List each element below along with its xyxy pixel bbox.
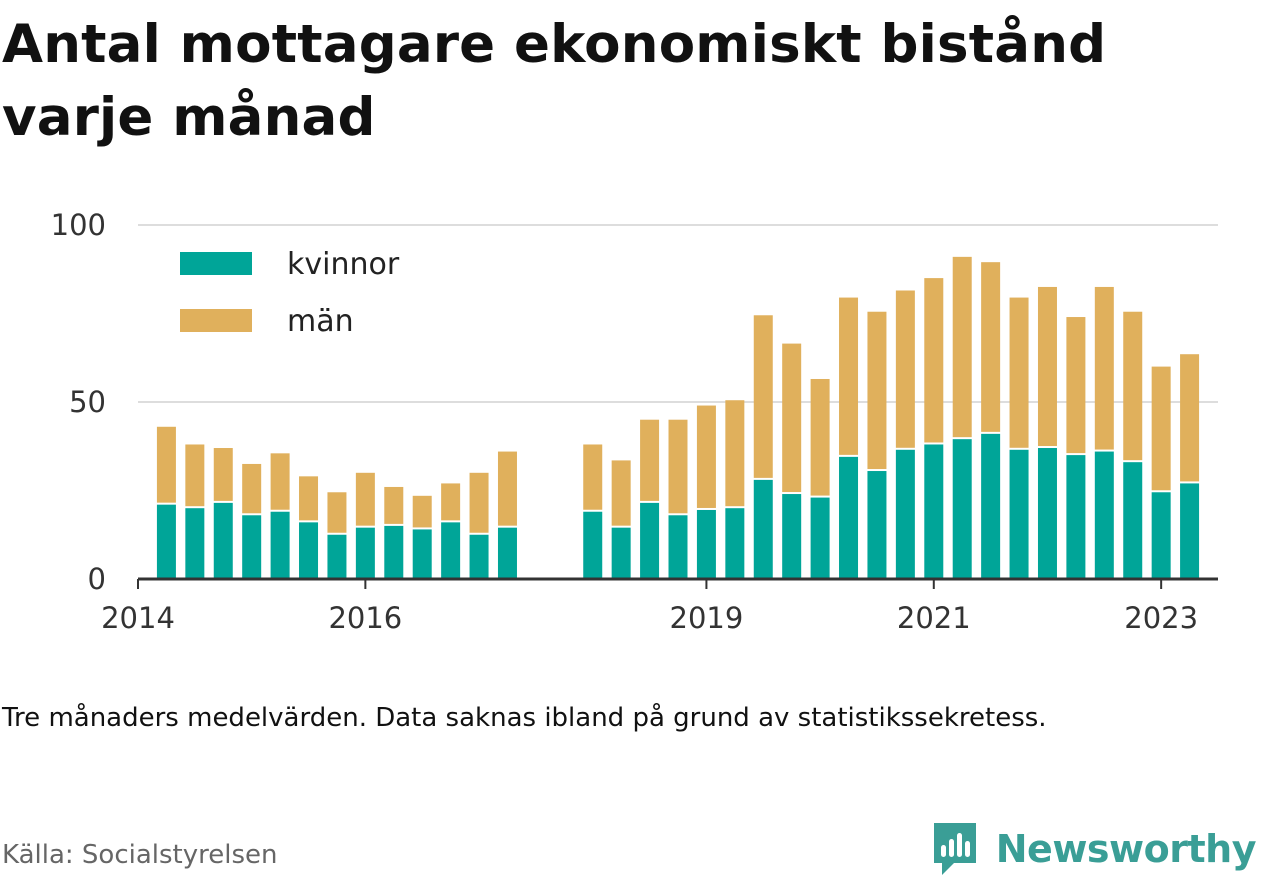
bar-man: [185, 444, 205, 507]
bar-kvinnor: [270, 511, 290, 579]
bar-kvinnor: [895, 449, 915, 579]
bar-man: [1123, 311, 1143, 461]
x-tick-label: 2021: [897, 601, 971, 635]
bar-man: [469, 472, 489, 533]
bar-man: [924, 278, 944, 443]
stacked-bar-chart: 0 50 100 2014 2016 2019 2021 2023 kvinnor män: [51, 208, 1218, 635]
bar-kvinnor: [1123, 462, 1143, 579]
bar-kvinnor: [384, 525, 404, 579]
bar-kvinnor: [1180, 483, 1200, 579]
x-tick-label: 2023: [1124, 601, 1198, 635]
bar-kvinnor: [1151, 492, 1171, 579]
brand: Newsworthy: [930, 818, 1257, 880]
bar-kvinnor: [981, 433, 1001, 579]
y-tick-label: 0: [88, 562, 106, 596]
chart-note: Tre månaders medelvärden. Data saknas ib…: [2, 703, 1047, 733]
bar-kvinnor: [1009, 449, 1029, 579]
bar-kvinnor: [753, 479, 773, 579]
bar-man: [1094, 286, 1114, 450]
bar-man: [270, 453, 290, 510]
bar-kvinnor: [213, 502, 233, 579]
bar-kvinnor: [725, 508, 745, 579]
bar-kvinnor: [299, 522, 319, 579]
bar-kvinnor: [1037, 448, 1057, 579]
bar-man: [213, 448, 233, 501]
bar-man: [1066, 317, 1086, 454]
axes: 0 50 100 2014 2016 2019 2021 2023: [51, 208, 1218, 635]
bar-kvinnor: [355, 527, 375, 579]
chart-title: Antal mottagare ekonomiskt bistånd varje…: [2, 14, 1107, 148]
bar-man: [810, 378, 830, 496]
x-tick-label: 2016: [328, 601, 402, 635]
bar-man: [895, 290, 915, 448]
bar-kvinnor: [839, 456, 859, 579]
bar-kvinnor: [696, 509, 716, 579]
bar-man: [242, 463, 262, 514]
bar-kvinnor: [242, 515, 262, 579]
bar-kvinnor: [668, 515, 688, 579]
bar-man: [981, 262, 1001, 432]
bar-kvinnor: [1094, 451, 1114, 579]
bar-kvinnor: [469, 534, 489, 579]
bar-kvinnor: [1066, 455, 1086, 579]
bar-man: [668, 419, 688, 514]
bar-kvinnor: [952, 439, 972, 579]
bar-kvinnor: [810, 497, 830, 579]
brand-name: Newsworthy: [995, 827, 1257, 871]
bar-man: [497, 451, 517, 526]
legend-swatch-kvinnor: [180, 252, 252, 275]
bars: [156, 256, 1200, 579]
legend-label: kvinnor: [287, 247, 400, 282]
bar-man: [355, 472, 375, 526]
bar-man: [412, 495, 432, 528]
bar-man: [753, 315, 773, 478]
bar-man: [441, 483, 461, 521]
bar-kvinnor: [924, 444, 944, 579]
x-tick-label: 2014: [101, 601, 175, 635]
bar-kvinnor: [782, 494, 802, 579]
legend-label: män: [287, 304, 354, 339]
newsworthy-logo-icon: [933, 823, 976, 875]
legend-swatch-man: [180, 309, 252, 332]
bar-man: [1009, 297, 1029, 448]
x-tick-label: 2019: [670, 601, 744, 635]
bar-man: [696, 405, 716, 508]
bar-kvinnor: [640, 502, 660, 579]
bar-man: [1151, 366, 1171, 491]
bar-man: [299, 476, 319, 521]
bar-man: [1037, 286, 1057, 447]
legend: kvinnor män: [180, 247, 400, 339]
bar-man: [867, 311, 887, 470]
bar-man: [952, 256, 972, 438]
bar-man: [327, 492, 347, 533]
bar-man: [839, 297, 859, 455]
bar-man: [156, 426, 176, 503]
bar-man: [640, 419, 660, 501]
bar-kvinnor: [327, 534, 347, 579]
y-tick-label: 100: [51, 208, 106, 242]
y-tick-label: 50: [69, 385, 106, 419]
bar-kvinnor: [185, 508, 205, 579]
bar-man: [384, 486, 404, 524]
bar-kvinnor: [611, 527, 631, 579]
bar-kvinnor: [867, 471, 887, 579]
bar-kvinnor: [156, 504, 176, 579]
bar-man: [725, 400, 745, 507]
bar-man: [583, 444, 603, 510]
bar-man: [611, 460, 631, 526]
source-text: Källa: Socialstyrelsen: [2, 840, 278, 870]
bar-man: [1180, 354, 1200, 482]
bar-kvinnor: [583, 511, 603, 579]
bar-kvinnor: [412, 529, 432, 579]
bar-man: [782, 343, 802, 493]
bar-kvinnor: [441, 522, 461, 579]
bar-kvinnor: [497, 527, 517, 579]
